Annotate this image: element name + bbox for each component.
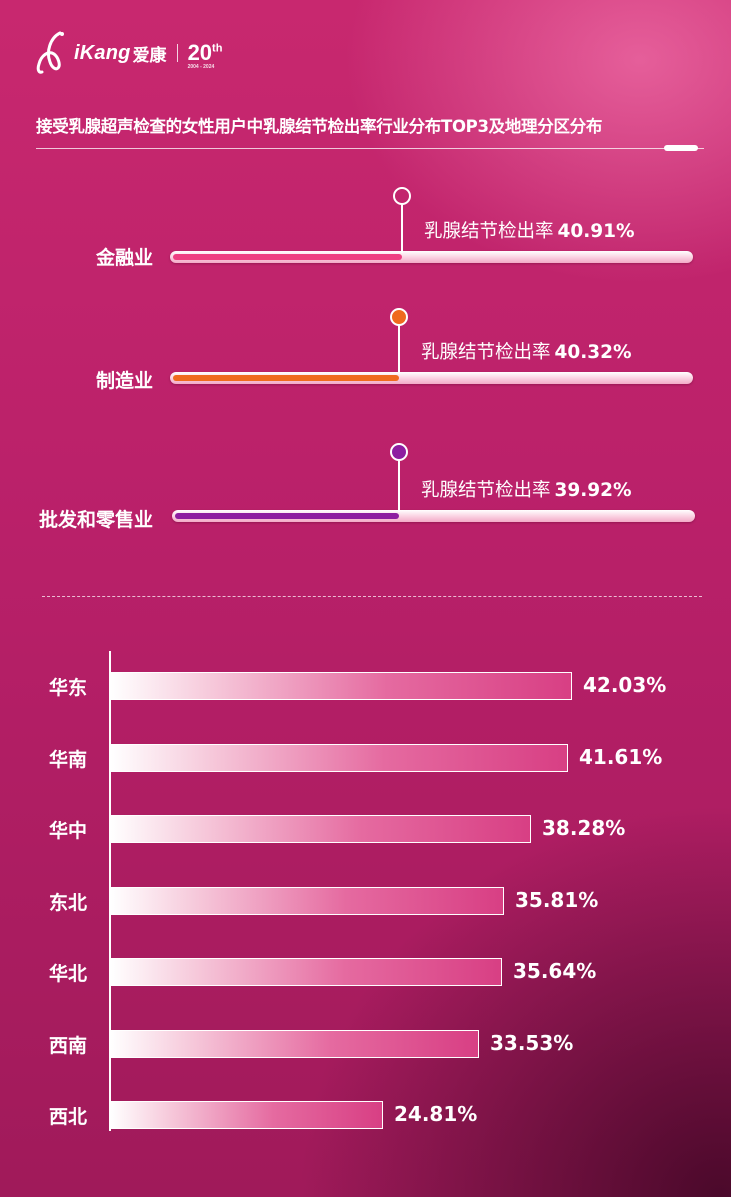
marker-stem — [401, 203, 403, 253]
region-bar — [110, 672, 572, 700]
industry-value-label: 乳腺结节检出率 40.91% — [424, 217, 635, 243]
industry-value-label: 乳腺结节检出率 39.92% — [421, 476, 632, 502]
anniversary-number: 20 — [187, 40, 213, 65]
anniversary-badge: 20th 2004 - 2024 — [187, 40, 223, 70]
series-name: 乳腺结节检出率 — [424, 221, 554, 242]
industry-bar — [175, 513, 399, 519]
anniversary-suffix: th — [212, 42, 223, 55]
industry-bar-track — [170, 251, 693, 263]
page-title: 接受乳腺超声检查的女性用户中乳腺结节检出率行业分布TOP3及地理分区分布 — [36, 117, 603, 136]
logo-chinese-name: 爱康 — [132, 45, 167, 66]
region-label: 华东 — [49, 677, 88, 699]
region-value-label: 41.61% — [579, 745, 663, 769]
industry-value-label: 乳腺结节检出率 40.32% — [421, 338, 632, 364]
region-bar — [110, 815, 531, 843]
region-label: 东北 — [49, 892, 88, 914]
series-name: 乳腺结节检出率 — [421, 480, 551, 501]
anniversary-years: 2004 - 2024 — [187, 64, 215, 70]
region-value-label: 42.03% — [583, 673, 667, 697]
industry-bar — [173, 375, 399, 381]
marker-pin — [390, 308, 408, 326]
region-bar — [110, 958, 502, 986]
industry-bar-track — [172, 510, 695, 522]
region-label: 华南 — [49, 749, 88, 771]
logo-divider — [176, 44, 178, 62]
region-bar — [110, 887, 504, 915]
industry-bar — [173, 254, 402, 260]
region-bar — [110, 1030, 479, 1058]
region-value-label: 35.64% — [513, 959, 597, 983]
industry-bar-track — [170, 372, 693, 384]
ikang-logo: iKang 爱康 20th 2004 - 2024 — [36, 28, 222, 78]
marker-stem — [398, 324, 400, 374]
industry-label: 制造业 — [95, 370, 153, 392]
industry-label: 批发和零售业 — [38, 509, 153, 531]
series-name: 乳腺结节检出率 — [421, 342, 551, 363]
detection-rate-value: 40.91% — [557, 221, 635, 242]
marker-stem — [398, 459, 400, 512]
region-value-label: 24.81% — [394, 1102, 478, 1126]
region-value-label: 33.53% — [490, 1031, 574, 1055]
industry-label: 金融业 — [95, 247, 153, 269]
region-bar — [110, 1101, 383, 1129]
region-bar — [110, 744, 568, 772]
title-underline-accent — [664, 145, 698, 151]
region-label: 华中 — [49, 820, 88, 842]
region-value-label: 38.28% — [542, 816, 626, 840]
ribbon-logo-icon — [36, 31, 64, 74]
marker-pin — [393, 187, 411, 205]
region-value-label: 35.81% — [515, 888, 599, 912]
title-underline — [36, 148, 704, 149]
section-divider — [42, 596, 702, 597]
detection-rate-value: 39.92% — [554, 480, 632, 501]
logo-text: iKang — [74, 41, 131, 64]
region-label: 西北 — [49, 1106, 88, 1128]
region-label: 华北 — [49, 963, 88, 985]
marker-pin — [390, 443, 408, 461]
region-label: 西南 — [49, 1035, 88, 1057]
detection-rate-value: 40.32% — [554, 342, 632, 363]
